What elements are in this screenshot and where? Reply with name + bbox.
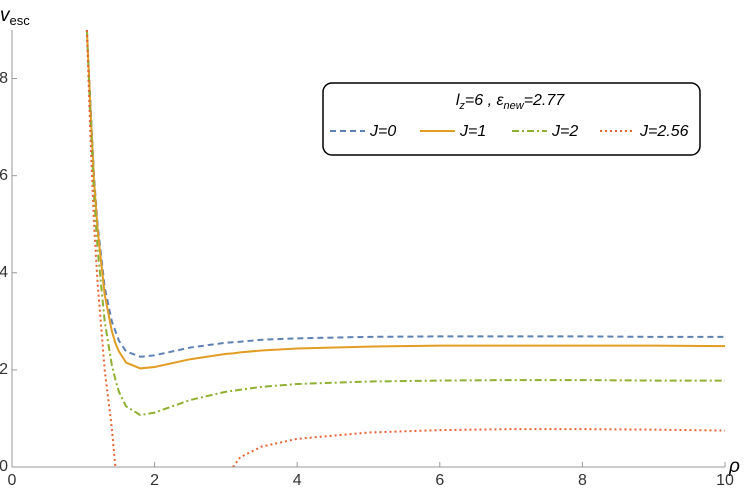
plot-area <box>85 30 726 468</box>
y-tick-label: 0 <box>0 458 8 475</box>
x-tick-label: 0 <box>8 472 17 489</box>
y-tick-label: 2 <box>0 361 8 378</box>
legend-title: lz=6 , εnew=2.77 <box>456 92 565 112</box>
series-line <box>85 30 726 370</box>
legend-label: J=0 <box>369 123 396 140</box>
legend-title-part: =6 , <box>465 92 497 109</box>
legend-title-sub: z <box>458 100 465 112</box>
legend-title-part: ε <box>496 92 504 109</box>
x-tick-label: 10 <box>716 472 734 489</box>
series-line <box>85 30 725 417</box>
series-line <box>85 30 725 358</box>
legend-box <box>322 82 701 156</box>
legend-label: J=2.56 <box>639 123 689 140</box>
legend-label: J=1 <box>459 123 486 140</box>
legend-title-sub: new <box>504 100 525 112</box>
y-tick-label: 6 <box>0 167 8 184</box>
x-tick-label: 2 <box>150 472 159 489</box>
y-label-sub: esc <box>10 13 31 28</box>
y-label-main: v <box>0 5 11 26</box>
legend-title-part: =2.77 <box>524 92 566 109</box>
x-tick-label: 6 <box>435 472 444 489</box>
y-axis-label: vesc <box>0 5 30 28</box>
x-axis-label: ρ <box>728 456 740 477</box>
series-line <box>85 30 726 468</box>
legend-title-part: l <box>456 92 460 109</box>
x-tick-label: 4 <box>293 472 302 489</box>
legend-label: J=2 <box>551 123 578 140</box>
y-tick-label: 8 <box>0 70 8 87</box>
y-tick-label: 4 <box>0 264 8 281</box>
x-tick-label: 8 <box>578 472 587 489</box>
